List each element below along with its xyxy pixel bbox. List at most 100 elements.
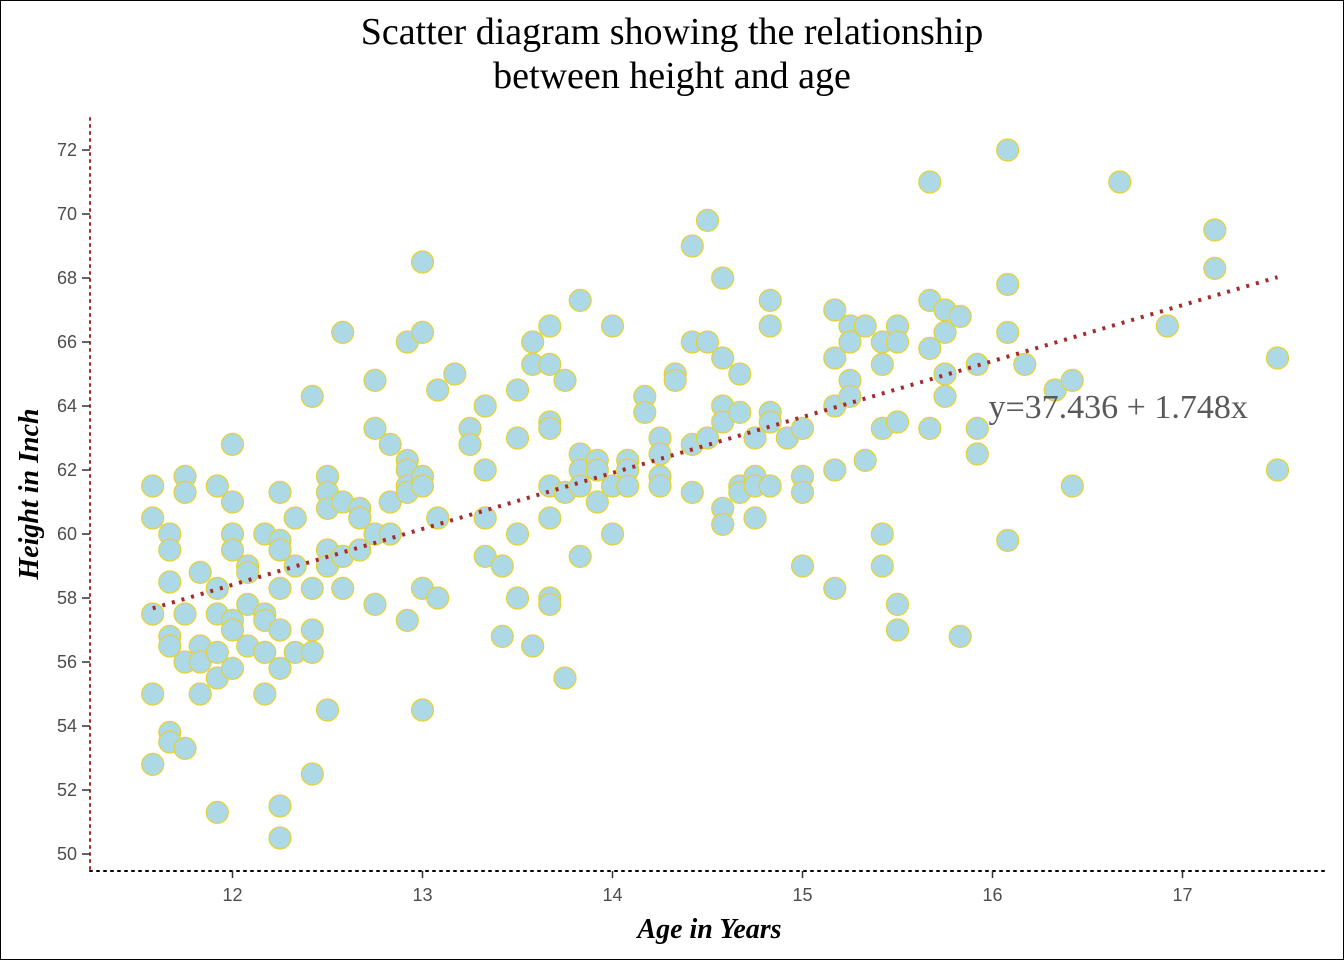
data-point [838, 330, 862, 354]
y-axis-ticks: 50 52 54 56 58 60 62 64 66 68 70 72 [57, 140, 90, 864]
data-point [870, 522, 894, 546]
data-point [348, 506, 372, 530]
y-tick-label: 52 [57, 780, 77, 800]
data-point [473, 506, 497, 530]
x-tick-label: 15 [792, 885, 812, 905]
data-point [490, 554, 514, 578]
x-tick-label: 14 [602, 885, 622, 905]
data-point [758, 474, 782, 498]
data-point [996, 138, 1020, 162]
data-point [823, 458, 847, 482]
data-point [521, 634, 545, 658]
data-point [173, 480, 197, 504]
y-tick-label: 56 [57, 652, 77, 672]
data-point [758, 314, 782, 338]
data-point [648, 474, 672, 498]
data-point [885, 592, 910, 617]
data-point [236, 560, 260, 585]
data-point [220, 618, 245, 642]
data-point [695, 330, 720, 354]
data-point [790, 554, 815, 578]
data-point [300, 618, 324, 642]
data-point [1060, 474, 1084, 498]
y-tick-label: 54 [57, 716, 77, 736]
data-point [205, 576, 229, 601]
data-point [553, 368, 577, 392]
data-point [158, 570, 182, 594]
x-tick-label: 17 [1172, 885, 1192, 905]
data-point [933, 320, 957, 344]
data-point [885, 618, 910, 642]
data-point [300, 576, 324, 601]
data-point [363, 416, 387, 440]
data-point [996, 272, 1020, 296]
data-point [173, 602, 197, 626]
y-tick-label: 72 [57, 140, 77, 160]
data-point [363, 368, 387, 392]
data-point [1203, 218, 1227, 242]
data-point [965, 352, 989, 376]
data-point [141, 506, 165, 530]
data-point [568, 474, 592, 498]
x-axis-title: Age in Years [635, 914, 781, 945]
y-tick-label: 66 [57, 332, 77, 352]
data-point [268, 826, 292, 850]
data-point [268, 576, 292, 601]
data-point [253, 640, 277, 665]
y-tick-label: 64 [57, 396, 77, 416]
data-point [141, 682, 165, 706]
data-point [300, 384, 324, 408]
data-point [711, 512, 735, 537]
y-tick-label: 70 [57, 204, 77, 224]
data-point [410, 698, 435, 722]
data-point [965, 442, 989, 466]
y-tick-label: 50 [57, 844, 77, 864]
data-point [205, 640, 229, 665]
data-point [870, 554, 894, 578]
data-point [1155, 314, 1179, 338]
data-point [253, 682, 277, 706]
data-point [141, 474, 165, 498]
data-point [188, 560, 212, 585]
x-axis-ticks: 12 13 14 15 16 17 [222, 871, 1193, 905]
data-point [918, 336, 942, 360]
data-point [378, 432, 402, 456]
data-point [268, 618, 292, 642]
data-point [948, 624, 972, 649]
data-point [948, 304, 972, 328]
data-point [853, 314, 877, 338]
data-point [728, 362, 752, 386]
data-point [538, 506, 562, 530]
data-point [870, 352, 894, 376]
data-point [538, 416, 562, 440]
x-tick-label: 13 [412, 885, 432, 905]
data-point [553, 666, 577, 690]
y-tick-label: 68 [57, 268, 77, 288]
y-tick-label: 58 [57, 588, 77, 608]
data-point [965, 416, 989, 440]
data-point [378, 522, 402, 546]
data-point [505, 378, 530, 402]
data-point [458, 432, 482, 456]
data-point [1108, 170, 1132, 194]
x-tick-label: 12 [222, 885, 242, 905]
data-point [205, 474, 229, 498]
data-point [568, 288, 592, 312]
data-point [743, 506, 767, 530]
data-point [616, 474, 640, 498]
regression-equation: y=37.436 + 1.748x [989, 389, 1248, 426]
data-point [600, 314, 625, 338]
chart-title-line-1: Scatter diagram showing the relationship [360, 11, 984, 53]
data-point [585, 490, 609, 514]
data-point [1265, 346, 1290, 370]
data-point [521, 330, 545, 354]
data-point [538, 592, 562, 617]
data-point [728, 400, 752, 424]
data-point [331, 320, 355, 344]
data-point [268, 794, 292, 818]
axes [89, 117, 1326, 872]
data-point [538, 314, 562, 338]
data-point [568, 544, 592, 569]
data-point [711, 346, 735, 370]
data-points [141, 138, 1290, 850]
